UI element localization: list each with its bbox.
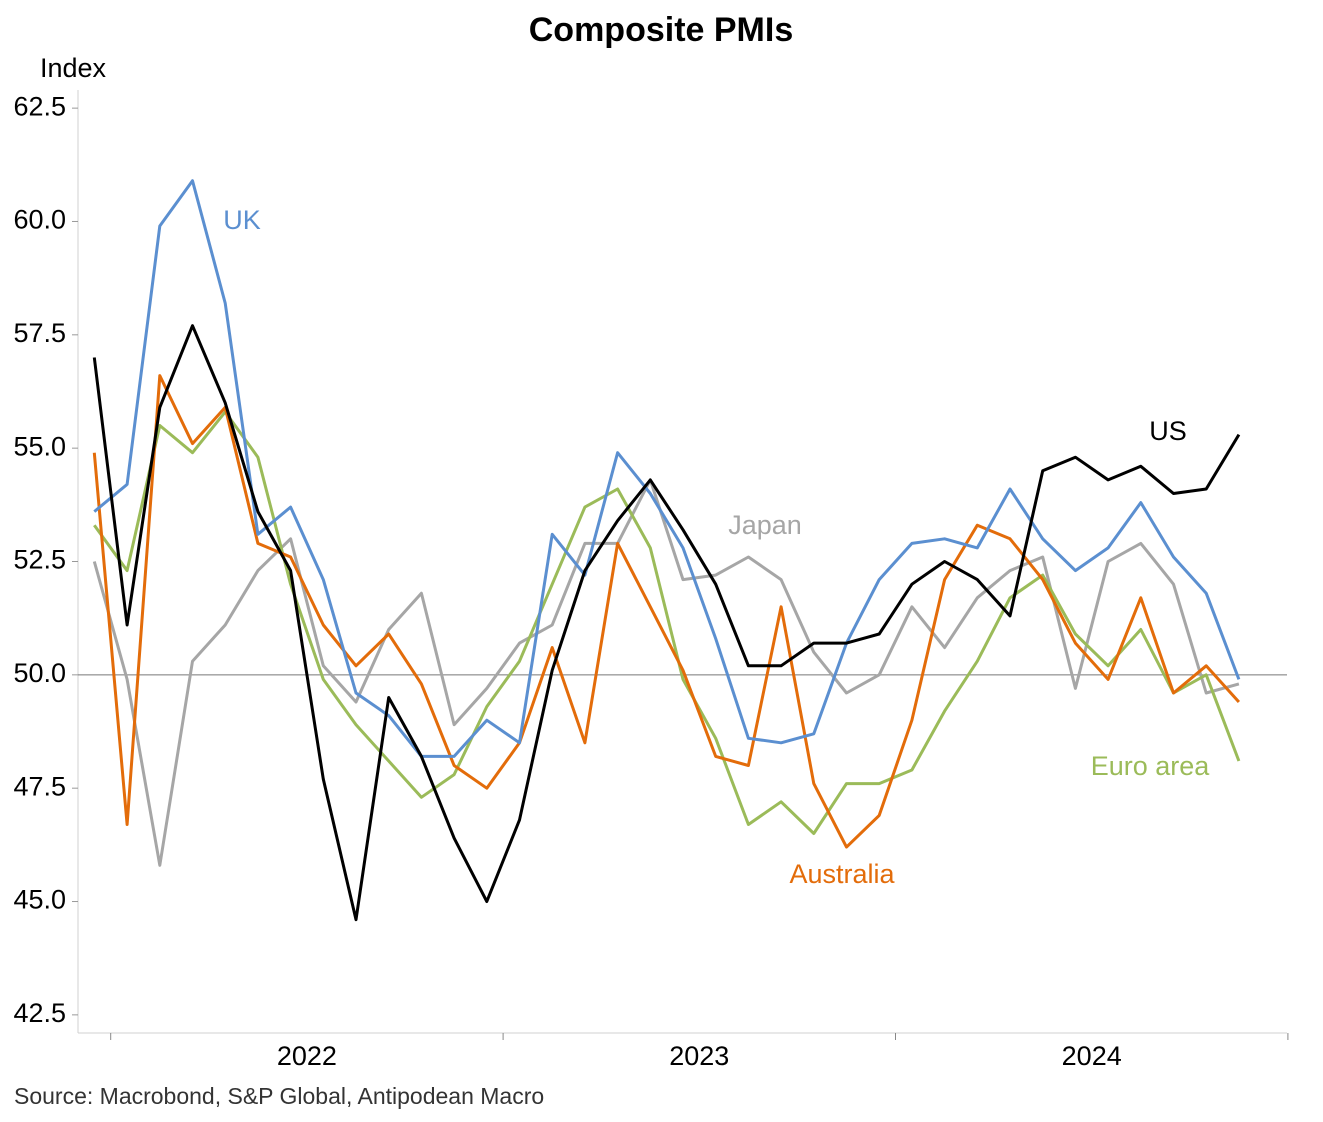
y-tick-label: 57.5 xyxy=(13,318,66,348)
x-tick-label: 2022 xyxy=(277,1041,337,1071)
series-label: Euro area xyxy=(1091,751,1211,781)
series-line xyxy=(93,410,1241,835)
series-line xyxy=(93,179,1241,758)
y-tick-label: 50.0 xyxy=(13,658,66,688)
y-axis-label: Index xyxy=(40,53,107,83)
series-line xyxy=(92,324,1241,922)
series-line xyxy=(92,478,1240,867)
series-label: US xyxy=(1149,416,1187,446)
source-note: Source: Macrobond, S&P Global, Antipodea… xyxy=(14,1083,544,1109)
series-line xyxy=(92,374,1241,849)
y-tick-label: 45.0 xyxy=(13,885,66,915)
series-label: Australia xyxy=(789,859,895,889)
series-label: Japan xyxy=(728,510,802,540)
y-tick-label: 62.5 xyxy=(13,91,66,121)
chart-title: Composite PMIs xyxy=(529,11,793,49)
x-tick-label: 2024 xyxy=(1062,1041,1122,1071)
y-tick-label: 55.0 xyxy=(13,431,66,461)
series-label: UK xyxy=(223,205,261,235)
y-tick-label: 60.0 xyxy=(13,205,66,235)
y-tick-label: 47.5 xyxy=(13,771,66,801)
y-tick-label: 42.5 xyxy=(13,998,66,1028)
y-tick-label: 52.5 xyxy=(13,545,66,575)
x-tick-label: 2023 xyxy=(669,1041,729,1071)
